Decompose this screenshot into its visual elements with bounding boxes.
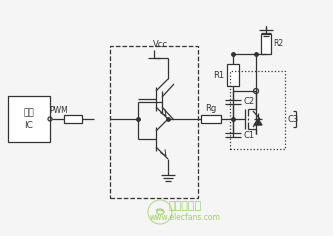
Text: C2: C2 bbox=[243, 97, 254, 106]
Bar bbox=[201, 115, 221, 123]
Bar bbox=[227, 64, 239, 86]
Text: Vcc: Vcc bbox=[153, 40, 168, 49]
Bar bbox=[261, 34, 271, 54]
Bar bbox=[8, 96, 50, 142]
Text: Rg: Rg bbox=[205, 104, 217, 113]
Bar bbox=[110, 46, 198, 198]
Text: 电子发烧友: 电子发烧友 bbox=[168, 201, 201, 211]
Text: R1: R1 bbox=[213, 71, 224, 80]
Text: 电源: 电源 bbox=[24, 108, 34, 117]
Text: C3: C3 bbox=[287, 114, 298, 123]
Text: IC: IC bbox=[25, 121, 33, 130]
Text: www.elecfans.com: www.elecfans.com bbox=[150, 214, 220, 223]
Text: C1: C1 bbox=[243, 131, 254, 139]
Bar bbox=[230, 71, 285, 149]
Polygon shape bbox=[254, 119, 262, 125]
Text: R2: R2 bbox=[273, 39, 283, 49]
Text: PWM: PWM bbox=[50, 106, 68, 115]
Bar bbox=[64, 115, 82, 123]
